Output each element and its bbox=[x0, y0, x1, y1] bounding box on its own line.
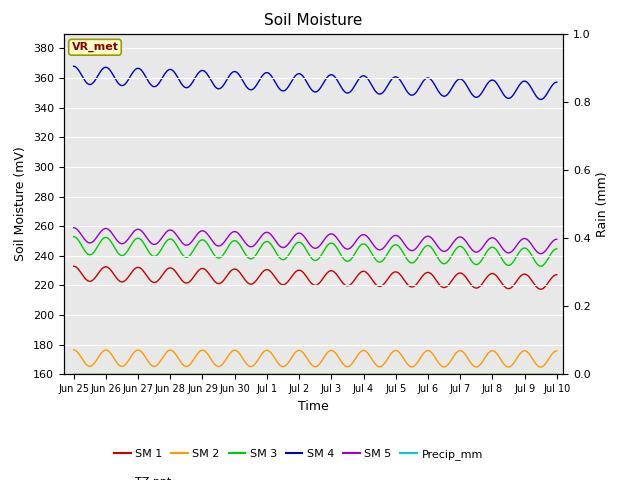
Legend: TZ ppt: TZ ppt bbox=[109, 473, 176, 480]
Title: Soil Moisture: Soil Moisture bbox=[264, 13, 363, 28]
X-axis label: Time: Time bbox=[298, 400, 329, 413]
Y-axis label: Soil Moisture (mV): Soil Moisture (mV) bbox=[15, 146, 28, 262]
Y-axis label: Rain (mm): Rain (mm) bbox=[596, 171, 609, 237]
Text: VR_met: VR_met bbox=[72, 42, 118, 52]
